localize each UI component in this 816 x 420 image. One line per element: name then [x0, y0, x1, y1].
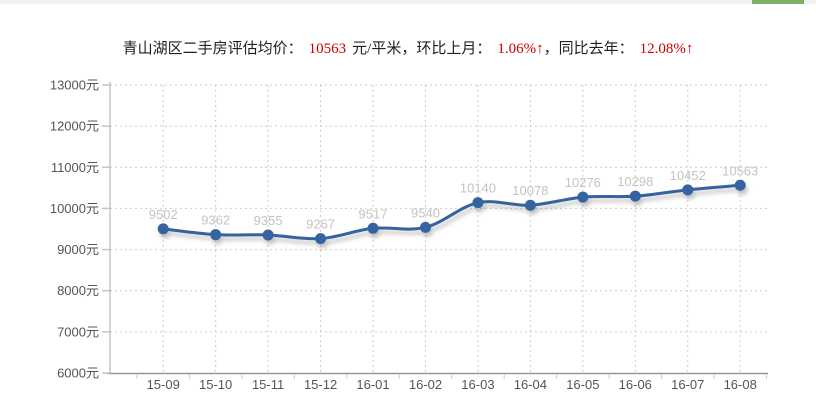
x-axis-tick-label: 16-07	[671, 377, 704, 392]
x-axis-tick-label: 16-03	[461, 377, 494, 392]
y-axis-tick-label: 10000元	[50, 201, 99, 216]
x-axis-tick-label: 16-02	[409, 377, 442, 392]
y-axis-tick-label: 7000元	[57, 324, 99, 339]
x-axis-tick-label: 16-01	[356, 377, 389, 392]
data-point-label: 9540	[411, 205, 440, 220]
y-axis-tick-label: 9000元	[57, 242, 99, 257]
data-point[interactable]	[419, 221, 431, 233]
title-label-avg: 青山湖区二手房评估均价：	[122, 41, 303, 57]
price-series	[157, 179, 746, 245]
x-axis-tick-label: 16-06	[619, 377, 652, 392]
y-axis-tick-label: 11000元	[51, 160, 99, 175]
data-point-label: 10078	[512, 183, 548, 198]
data-point-label: 10452	[670, 168, 706, 183]
data-point[interactable]	[472, 197, 484, 209]
data-point[interactable]	[262, 229, 274, 241]
title-label-unit-mom: 元/平米，环比上月：	[352, 41, 492, 57]
data-point-label: 10140	[460, 181, 496, 196]
y-axis-tick-label: 13000元	[50, 78, 99, 93]
x-axis-tick-label: 15-12	[304, 377, 337, 392]
top-scrollbar-track	[0, 0, 816, 4]
data-point-label: 9267	[306, 217, 335, 232]
data-point[interactable]	[629, 190, 641, 202]
data-point[interactable]	[524, 199, 536, 211]
data-point[interactable]	[367, 222, 379, 234]
chart-title: 青山湖区二手房评估均价： 10563 元/平米，环比上月： 1.06%↑，同比去年： 1…	[0, 37, 816, 58]
price-line	[163, 183, 741, 241]
data-point-label: 9502	[149, 207, 178, 222]
y-axis-tick-label: 12000元	[50, 119, 99, 134]
x-axis-tick-label: 16-04	[514, 377, 547, 392]
data-point[interactable]	[682, 184, 694, 196]
data-point[interactable]	[315, 233, 327, 245]
data-point-label: 9517	[359, 206, 388, 221]
title-avg-price-value: 10563	[308, 41, 347, 57]
data-point[interactable]	[734, 179, 746, 191]
y-axis-tick-label: 6000元	[57, 366, 99, 381]
x-axis-tick-label: 16-05	[566, 377, 599, 392]
x-axis-tick-label: 16-08	[724, 377, 757, 392]
y-axis-tick-label: 8000元	[57, 283, 99, 298]
title-label-yoy: ，同比去年：	[543, 41, 634, 57]
data-point-label: 9355	[254, 213, 283, 228]
data-point-label: 10298	[617, 174, 653, 189]
data-point-label: 10276	[565, 175, 601, 190]
data-point-label: 10563	[722, 163, 758, 178]
x-axis-tick-label: 15-09	[147, 377, 180, 392]
data-point[interactable]	[210, 229, 222, 241]
title-mom-value: 1.06%↑	[497, 41, 544, 57]
data-point[interactable]	[577, 191, 589, 203]
data-point[interactable]	[157, 223, 169, 235]
title-yoy-value: 12.08%↑	[639, 41, 694, 57]
x-axis-tick-label: 15-10	[199, 377, 232, 392]
x-axis-tick-label: 15-11	[252, 377, 284, 392]
data-point-label: 9362	[201, 213, 230, 228]
top-scrollbar-thumb[interactable]	[752, 0, 804, 4]
